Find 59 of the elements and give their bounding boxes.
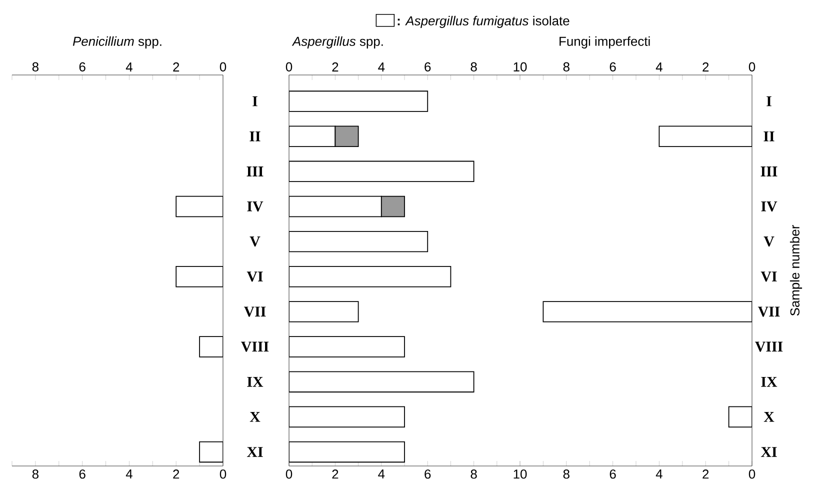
x-tick-label: 4 — [656, 470, 662, 478]
x2-tick-label: 2 — [173, 62, 180, 72]
y-tick-label: VII — [244, 306, 266, 317]
y-tick-label: II — [764, 131, 774, 142]
y-tick-label: IV — [247, 201, 264, 212]
x2-tick-label: 4 — [126, 62, 132, 72]
x-tick-label: 6 — [424, 470, 431, 479]
y-tick-label: I — [766, 96, 772, 106]
y-tick-label: VI — [760, 272, 777, 282]
x2-tick-label: 6 — [424, 62, 431, 72]
y-axis-title: Sample number — [790, 225, 802, 316]
x-tick-label: 6 — [79, 470, 86, 479]
y-tick-label: III — [246, 166, 264, 176]
x2-tick-label: 4 — [656, 62, 662, 72]
y-tick-label: IV — [761, 201, 778, 212]
chart-title: Penicillium spp. — [72, 36, 162, 48]
x2-tick-label: 4 — [378, 62, 385, 72]
x2-tick-label: 2 — [702, 62, 709, 72]
x-tick-label: 2 — [332, 470, 338, 479]
x-tick-label: 6 — [610, 470, 616, 479]
y-tick-label: X — [764, 412, 774, 422]
y-tick-label: XI — [760, 447, 777, 457]
y-tick-label: II — [250, 131, 260, 142]
x-tick-label: 8 — [32, 470, 38, 479]
chart-title: Aspergillus spp. — [292, 36, 383, 48]
x-tick-label: 8 — [563, 470, 570, 479]
x2-tick-label: 0 — [220, 62, 226, 72]
x2-tick-label: 8 — [563, 62, 570, 72]
x-tick-label: 10 — [514, 470, 527, 479]
y-tick-label: IX — [761, 376, 778, 387]
y-tick-label: V — [764, 236, 774, 247]
x2-tick-label: 2 — [332, 62, 338, 72]
x-tick-label: 0 — [220, 470, 226, 479]
x2-tick-label: 6 — [610, 62, 616, 72]
y-tick-label: V — [250, 236, 260, 247]
x2-tick-label: 0 — [286, 62, 292, 72]
y-tick-label: IX — [247, 376, 264, 387]
chart-title: Fungi imperfecti — [560, 36, 650, 48]
y-tick-label: X — [250, 412, 260, 422]
x2-tick-label: 8 — [470, 62, 477, 72]
y-tick-label: VI — [246, 272, 263, 282]
y-tick-label: III — [760, 166, 778, 176]
x2-tick-label: 0 — [748, 62, 756, 72]
y-tick-label: VIII — [241, 342, 269, 352]
x-tick-label: 0 — [286, 470, 292, 479]
x-tick-label: 4 — [378, 470, 385, 478]
y-tick-label: XI — [246, 447, 263, 457]
legend-label: : Aspergillus fumigatus isolate — [398, 16, 570, 28]
y-tick-label: VIII — [755, 342, 783, 352]
x2-tick-label: 10 — [514, 62, 527, 72]
x-tick-label: 0 — [748, 470, 756, 479]
x-tick-label: 8 — [470, 470, 477, 479]
x2-tick-label: 6 — [79, 62, 86, 72]
x-tick-label: 2 — [173, 470, 180, 479]
y-tick-label: I — [252, 96, 258, 106]
x2-tick-label: 8 — [32, 62, 38, 72]
y-tick-label: VII — [758, 306, 780, 317]
x-tick-label: 4 — [126, 470, 132, 478]
x-tick-label: 2 — [702, 470, 709, 479]
